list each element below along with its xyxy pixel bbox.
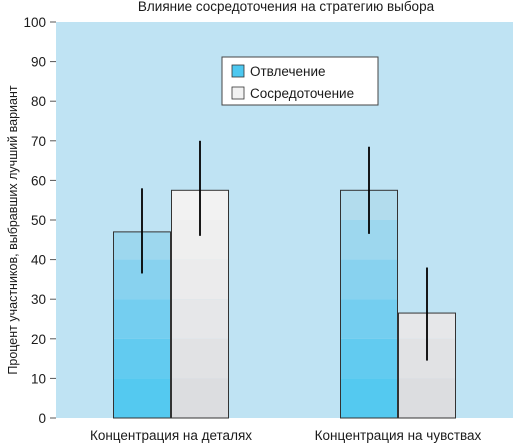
bar-band [171, 299, 229, 339]
bar-band [340, 299, 398, 339]
y-tick-label: 90 [31, 55, 46, 70]
legend-label-distraction: Отвлечение [250, 64, 326, 79]
legend-swatch-distraction [231, 64, 245, 78]
y-tick-label: 0 [38, 411, 46, 426]
y-tick-label: 50 [31, 213, 46, 228]
bar-distraction-1 [340, 189, 398, 419]
legend-swatch-focus [231, 86, 245, 100]
bar-band [340, 378, 398, 418]
bar-band [398, 378, 456, 418]
y-tick-label: 60 [31, 173, 46, 188]
y-tick-label: 70 [31, 134, 46, 149]
error-bars [141, 140, 428, 361]
x-tick-label: Концентрация на чувствах [315, 428, 482, 443]
bar-band [113, 338, 171, 379]
bar-band [171, 259, 229, 300]
y-tick-label: 100 [23, 15, 46, 30]
bar-band [113, 378, 171, 418]
chart-title: Влияние сосредоточения на стратегию выбо… [138, 0, 435, 14]
bar-band [340, 259, 398, 300]
y-tick-label: 40 [31, 253, 46, 268]
x-axis-ticks: Концентрация на деталях Концентрация на ч… [90, 428, 482, 443]
y-tick-label: 20 [31, 332, 46, 347]
y-axis-label: Процент участников, выбравших лучший вар… [6, 85, 20, 375]
bar-band [113, 299, 171, 339]
y-tick-label: 10 [31, 371, 46, 386]
bar-band [171, 338, 229, 379]
y-axis-ticks: 0 10 20 30 40 50 60 70 80 90 100 [23, 15, 56, 426]
y-tick-label: 80 [31, 94, 46, 109]
legend: Отвлечение Сосредоточение [221, 56, 379, 106]
x-tick-label: Концентрация на деталях [90, 428, 252, 443]
bar-band [171, 378, 229, 418]
legend-box [221, 56, 379, 106]
bar-band [340, 338, 398, 379]
bar-distraction-0 [113, 231, 171, 419]
y-tick-label: 30 [31, 292, 46, 307]
legend-label-focus: Сосредоточение [250, 86, 354, 101]
